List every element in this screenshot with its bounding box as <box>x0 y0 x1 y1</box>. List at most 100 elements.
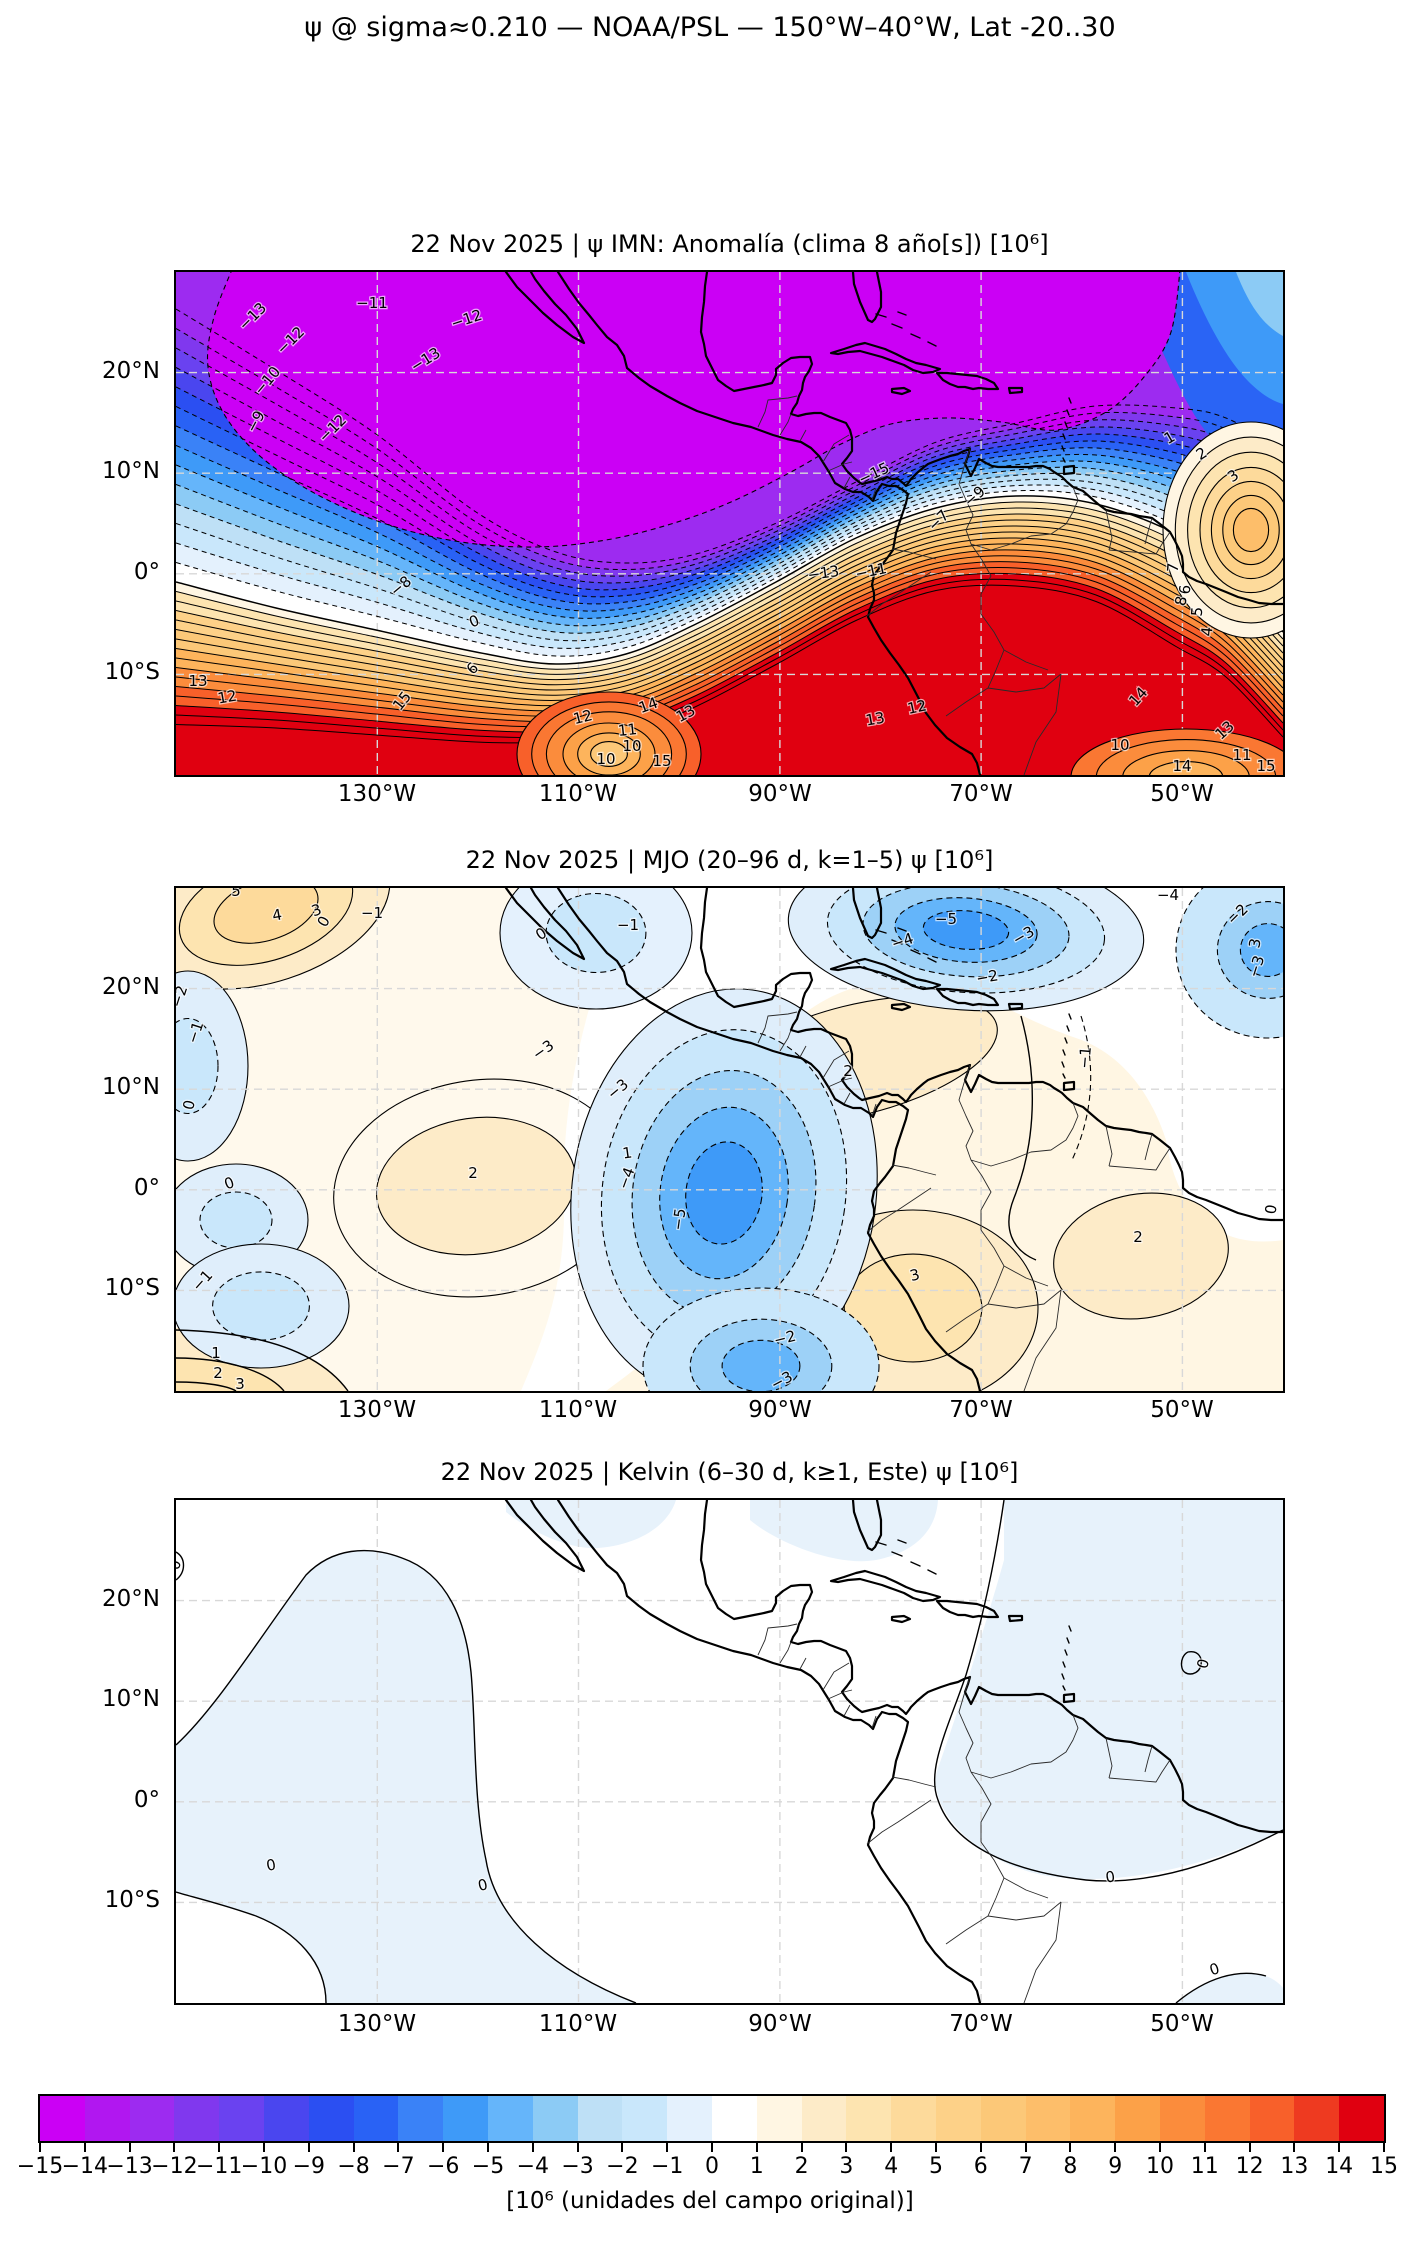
colorbar-tick-label: 6 <box>973 2154 988 2179</box>
colorbar-tick <box>1159 2143 1161 2152</box>
svg-text:4: 4 <box>271 905 284 924</box>
colorbar-tick-label: 0 <box>705 2154 719 2179</box>
contour-labels: 000 000 <box>176 1557 1223 1980</box>
panel-kelvin-title: 22 Nov 2025 | Kelvin (6–30 d, k≥1, Este)… <box>440 1458 1019 1486</box>
svg-text:5: 5 <box>231 888 241 900</box>
panel-mjo-title: 22 Nov 2025 | MJO (20–96 d, k=1–5) ψ [10… <box>465 846 994 874</box>
colorbar-label: [10⁶ (unidades del campo original)] <box>506 2188 914 2214</box>
svg-text:0: 0 <box>1261 1203 1280 1215</box>
colorbar-tick <box>173 2143 176 2152</box>
xtick-50w: 50°W <box>1150 781 1214 807</box>
colorbar-segment <box>1249 2096 1295 2141</box>
ytick-10s: 10°S <box>104 659 160 685</box>
gridlines <box>176 888 1283 1391</box>
svg-text:−11: −11 <box>356 294 388 312</box>
colorbar-tick <box>845 2143 848 2152</box>
colorbar-tick <box>935 2143 937 2152</box>
xtick-130w: 130°W <box>337 781 417 807</box>
colorbar-tick <box>39 2143 41 2152</box>
colorbar-segment <box>308 2096 354 2141</box>
xtick-110w: 110°W <box>538 781 618 807</box>
contour-fill <box>935 1500 1283 1879</box>
colorbar-segment <box>1115 2096 1160 2141</box>
colorbar-tick-label: 1 <box>749 2154 764 2179</box>
svg-text:11: 11 <box>1232 746 1251 764</box>
colorbar-segment <box>174 2096 220 2141</box>
colorbar-segment <box>935 2096 981 2141</box>
svg-text:2: 2 <box>843 1062 853 1080</box>
colorbar-tick <box>397 2143 400 2152</box>
svg-text:10: 10 <box>596 750 615 768</box>
colorbar-tick <box>576 2143 579 2152</box>
colorbar-segment <box>801 2096 847 2141</box>
colorbar-segment <box>891 2096 936 2141</box>
ytick-10n: 10°N <box>102 458 160 484</box>
colorbar-tick <box>128 2143 131 2152</box>
svg-text:−2: −2 <box>975 966 1000 988</box>
svg-text:0: 0 <box>265 1855 278 1874</box>
panel-anomaly: −11 −12 −13 −13 −12 −10 −9 −12 −15 −9 −7 −13 −11 −8 0 6… <box>174 270 1285 777</box>
svg-text:10: 10 <box>1110 736 1129 754</box>
colorbar-tick <box>1024 2143 1027 2152</box>
svg-text:3: 3 <box>1245 937 1264 950</box>
colorbar-tick <box>755 2143 758 2152</box>
colorbar-tick <box>1114 2143 1117 2152</box>
xtick-110w: 110°W <box>538 2011 618 2037</box>
colorbar-tick <box>1248 2143 1251 2152</box>
colorbar-segment <box>980 2096 1026 2141</box>
colorbar-segment <box>1159 2096 1205 2141</box>
contour-lines <box>176 308 1283 744</box>
colorbar-tick <box>1383 2143 1385 2152</box>
colorbar-tick-label: −6 <box>426 2154 460 2179</box>
ytick-0: 0° <box>133 559 160 585</box>
contour-fill <box>176 1550 636 2003</box>
colorbar-tick <box>666 2143 669 2152</box>
colorbar-tick-label: 12 <box>1235 2154 1264 2179</box>
colorbar-tick-label: −8 <box>337 2154 370 2179</box>
colorbar-segment <box>219 2096 264 2141</box>
colorbar-tick <box>1293 2143 1296 2152</box>
colorbar-segment <box>756 2096 802 2141</box>
colorbar-tick-label: 10 <box>1146 2154 1174 2179</box>
colorbar-segment <box>443 2096 488 2141</box>
colorbar-tick <box>352 2143 355 2152</box>
colorbar-tick-label: −13 <box>106 2154 153 2179</box>
colorbar-tick <box>890 2143 893 2152</box>
colorbar-tick-label: −7 <box>382 2154 415 2179</box>
svg-text:15: 15 <box>652 752 671 770</box>
colorbar-tick-label: −5 <box>471 2154 505 2179</box>
colorbar-segment <box>398 2096 444 2141</box>
xtick-90w: 90°W <box>748 781 812 807</box>
xtick-90w: 90°W <box>748 2011 812 2037</box>
colorbar-tick-label: −15 <box>16 2154 64 2179</box>
colorbar-segment <box>667 2096 712 2141</box>
colorbar-tick-label: −3 <box>561 2154 594 2179</box>
colorbar-tick <box>263 2143 265 2152</box>
contour-fill <box>506 1500 676 1549</box>
colorbar-tick-label: 5 <box>929 2154 943 2179</box>
panel-mjo: 5 4 3 0 −1 0 −1 −2 −1 0 0 1 2 −3 −3 −4 −5 −2 −3 −5 −4 −3 −2 −2−… <box>174 886 1285 1393</box>
colorbar-segment <box>532 2096 578 2141</box>
colorbar-segment <box>1294 2096 1340 2141</box>
colorbar-tick <box>442 2143 445 2152</box>
contour-fill <box>750 1500 938 1562</box>
svg-text:−5: −5 <box>669 1207 690 1231</box>
svg-text:4: 4 <box>1198 626 1217 637</box>
colorbar-segment <box>353 2096 399 2141</box>
svg-text:11: 11 <box>617 720 638 740</box>
svg-text:1: 1 <box>211 1344 221 1362</box>
svg-text:2: 2 <box>213 1364 223 1382</box>
ytick-0: 0° <box>133 1175 160 1201</box>
colorbar-tick-label: −12 <box>151 2154 198 2179</box>
ytick-20n: 20°N <box>102 974 160 1000</box>
colorbar-tick-label: 11 <box>1190 2154 1219 2179</box>
colorbar-segment <box>711 2096 757 2141</box>
colorbar-tick-label: −10 <box>240 2154 288 2179</box>
ytick-10s: 10°S <box>104 1887 160 1913</box>
colorbar-tick <box>307 2143 310 2152</box>
svg-text:−4: −4 <box>1157 888 1179 904</box>
colorbar-tick-label: 7 <box>1018 2154 1033 2179</box>
colorbar-tick <box>1338 2143 1341 2152</box>
colorbar-segment <box>1204 2096 1250 2141</box>
